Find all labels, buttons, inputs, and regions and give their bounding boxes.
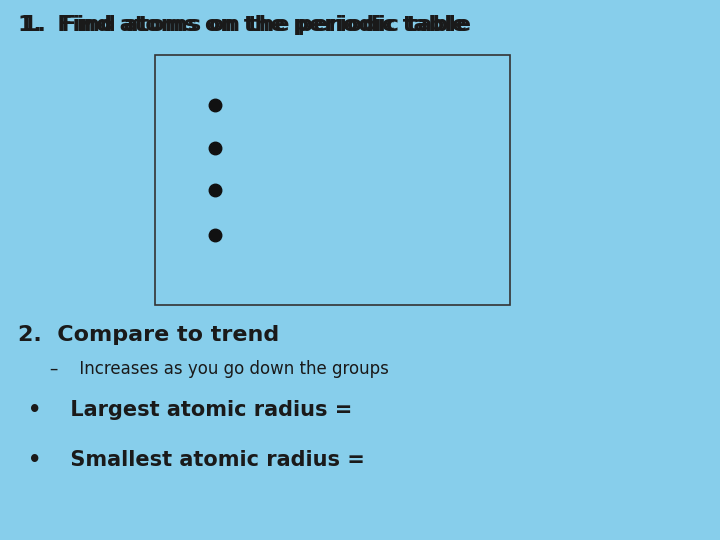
Text: –    Increases as you go down the groups: – Increases as you go down the groups (50, 360, 389, 378)
Text: •    Largest atomic radius =: • Largest atomic radius = (28, 400, 352, 420)
Text: 1.  Find atoms on the periodic table: 1. Find atoms on the periodic table (22, 15, 471, 35)
Bar (155, 55, 510, 305)
Text: 2.  Compare to trend: 2. Compare to trend (18, 325, 279, 345)
Text: 1.  Find atoms on the periodic table: 1. Find atoms on the periodic table (18, 15, 467, 35)
Text: •    Smallest atomic radius =: • Smallest atomic radius = (28, 450, 365, 470)
